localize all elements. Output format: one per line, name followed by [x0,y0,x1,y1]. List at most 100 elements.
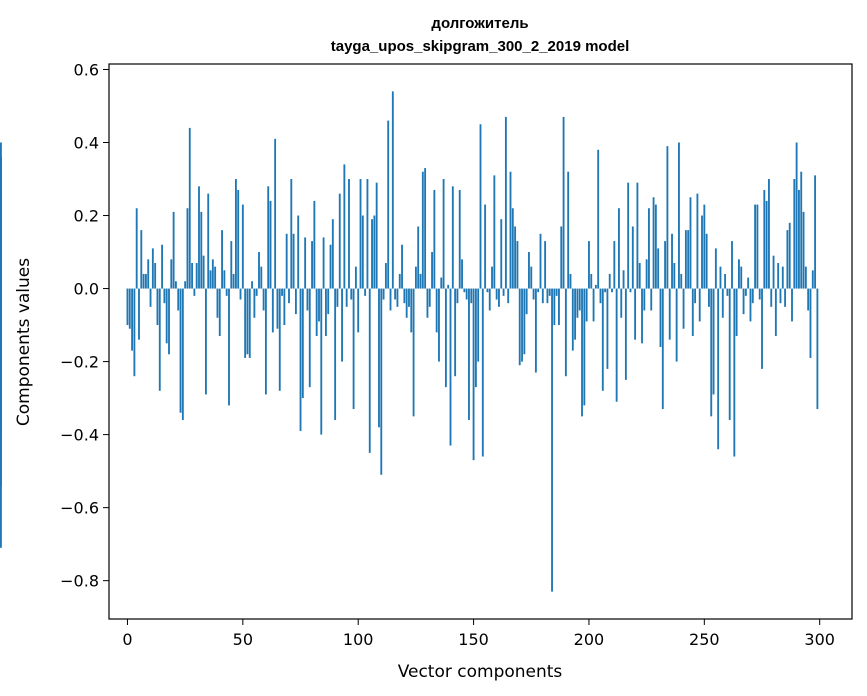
bar [717,288,720,450]
bar [248,288,251,358]
bar [225,288,228,296]
bar [299,288,302,431]
bar [239,288,242,300]
bar [548,288,551,296]
bar [530,266,533,289]
bar [145,273,147,289]
bar [131,288,133,351]
bar [728,288,731,421]
bar [731,241,733,289]
bar [763,189,766,289]
x-tick-label: 250 [689,630,720,649]
bar [629,288,632,293]
bar [765,200,768,289]
bar [202,255,205,289]
bar [140,230,143,289]
bar [230,241,233,289]
bar [726,288,729,296]
bar [597,149,600,289]
bar [258,252,260,289]
bar [442,179,445,289]
bar [816,288,819,410]
bar [327,288,330,315]
bar [0,157,2,289]
bar [440,277,443,289]
bar [528,252,530,289]
bar [774,288,777,337]
bar [668,288,671,340]
bar [438,288,440,362]
bar [719,266,722,289]
bar [345,288,348,307]
x-axis-ticks: 0 50 100 150 200 250 300 [122,619,835,649]
bar [502,288,505,296]
bar [405,288,408,318]
bar [532,288,535,300]
bar [698,288,701,322]
bar [569,273,572,289]
bar [378,288,380,428]
bar [661,288,664,410]
bar [126,288,129,326]
bar [786,230,789,289]
bar [804,266,807,289]
bar [627,182,630,289]
bar [181,288,184,421]
bar [253,288,256,318]
bar [498,288,500,307]
bar [504,116,507,289]
bar [710,288,713,417]
bar [285,233,288,289]
bar [770,288,773,307]
bar [297,215,300,289]
bar [761,288,763,369]
bar [807,288,810,311]
bar [301,288,304,399]
bar [447,284,450,289]
bar [458,189,461,289]
bar [777,263,780,289]
bar [366,179,369,289]
bar [724,273,727,289]
bar [491,266,493,289]
bar [177,288,180,311]
bar [170,259,173,289]
bar [318,288,320,322]
plot-area-frame [108,63,853,620]
bar [426,288,429,318]
bar [336,288,339,307]
bar [618,208,620,289]
bar [341,288,343,362]
bar [793,179,796,289]
bar [329,244,332,289]
bar [622,270,625,289]
bar [384,263,387,289]
bar [541,288,544,304]
bar [216,288,219,318]
bar [454,288,457,377]
bar [135,208,138,289]
bar [648,208,650,289]
bar [444,288,447,388]
bar [172,211,175,289]
bar [322,237,325,289]
bar [537,288,540,293]
bar [186,208,189,289]
bar [581,288,583,417]
bar [269,200,272,289]
bar [154,263,157,289]
bar [666,146,669,289]
bar [380,288,383,475]
bar [281,288,283,296]
bar [691,288,694,337]
bar [128,288,131,329]
bar [551,288,553,592]
bar [412,288,415,417]
bar [368,288,371,453]
bar [361,215,364,289]
bar [675,288,678,362]
bar [701,215,703,289]
bar [578,288,581,311]
bar [288,288,290,304]
bar [470,288,473,304]
